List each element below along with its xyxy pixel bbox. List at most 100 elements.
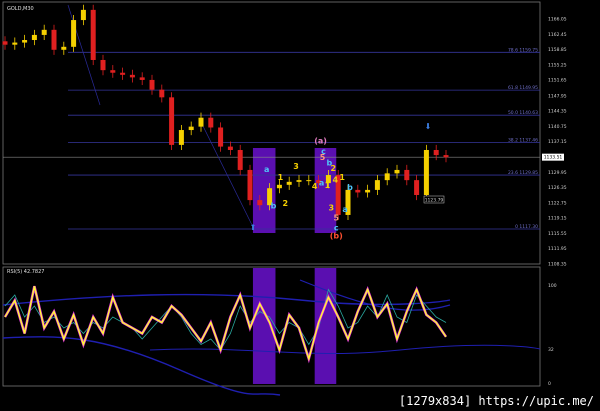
candle: [90, 9, 96, 60]
candle: [443, 155, 449, 158]
candle: [169, 97, 175, 145]
candle: [178, 130, 184, 145]
candle: [394, 169, 400, 174]
fib-label: 0 1117.30: [515, 224, 538, 230]
candle: [355, 189, 361, 193]
candle: [110, 70, 116, 73]
candle: [296, 180, 302, 182]
price-tick: 1126.35: [548, 185, 567, 191]
rsi-highlight-zones: [252, 268, 337, 384]
wave-label: 1: [278, 173, 284, 182]
rsi-tick-32: 32: [548, 347, 554, 353]
price-tick: 1108.35: [548, 262, 567, 268]
wave-label: 5: [320, 153, 326, 162]
arrow-down-icon: ⬇: [425, 122, 432, 131]
wave-label: 4: [312, 182, 318, 191]
rsi-line: [4, 286, 447, 362]
candle: [22, 40, 28, 43]
price-tick: 1166.05: [548, 17, 567, 23]
wave-label: 3: [293, 162, 299, 171]
candle: [335, 175, 341, 215]
highlight-zone: [252, 148, 276, 233]
candle: [208, 117, 214, 128]
price-tick: 1119.15: [548, 216, 567, 222]
candle: [257, 200, 263, 206]
candle: [433, 149, 439, 156]
wave-label: 1: [339, 173, 345, 182]
candle: [120, 72, 126, 75]
wave-label: 2: [282, 199, 288, 208]
candle: [227, 146, 233, 150]
price-tick: 1140.75: [548, 124, 567, 130]
candle: [100, 59, 106, 71]
rsi-title: RSI(5) 42.7827: [7, 269, 44, 275]
candle: [51, 29, 57, 50]
rsi-lines: [3, 285, 448, 364]
candle: [159, 89, 165, 98]
price-tick: 1162.45: [548, 32, 567, 38]
candle: [286, 181, 292, 185]
trend-line: [199, 119, 254, 228]
price-axis: 1166.05 1162.45 1158.85 1155.25 1151.65 1147.…: [548, 17, 567, 268]
wave-label: a: [319, 179, 324, 188]
price-panel-frame: [2, 1, 541, 265]
rsi-panel: RSI(5) 42.7827 100 32 0: [2, 266, 557, 396]
candle: [316, 180, 322, 184]
wave-label: b: [347, 183, 353, 192]
price-tick: 1122.75: [548, 200, 567, 206]
fib-label: 50.0 1140.63: [508, 110, 538, 116]
candle: [198, 117, 204, 127]
candle: [267, 188, 273, 206]
price-panel: 78.6 1159.75 61.8 1149.95 50.0 1140.63 38.2…: [2, 1, 567, 268]
candle: [71, 20, 77, 47]
candle: [325, 175, 331, 184]
candle: [31, 34, 37, 41]
current-price-label: 1133.51: [544, 155, 563, 161]
fib-label: 23.6 1129.85: [508, 170, 538, 176]
candle: [345, 189, 351, 215]
wave-label: 4: [332, 176, 338, 185]
wave-label: c: [334, 224, 339, 233]
fib-label: 61.8 1149.95: [508, 85, 538, 91]
candles: [2, 4, 449, 221]
price-tick: 1147.95: [548, 93, 567, 99]
current-price-box: 1133.51: [542, 153, 564, 161]
price-tick: 1137.15: [548, 139, 567, 145]
candle: [374, 180, 380, 190]
candle: [423, 149, 429, 196]
price-tick: 1111.95: [548, 246, 567, 252]
price-tick: 1151.65: [548, 78, 567, 84]
wave-label: 1: [325, 181, 331, 190]
wave-label: (b): [330, 232, 343, 241]
price-tick: 1144.35: [548, 109, 567, 115]
fib-label: 38.2 1137.46: [508, 137, 538, 143]
candle: [414, 180, 420, 196]
price-label: 1123.79: [425, 198, 444, 204]
wave-label: b: [327, 159, 333, 168]
candle: [2, 41, 8, 45]
candle: [80, 9, 86, 21]
candle: [149, 79, 155, 90]
highlight-zones: [252, 148, 337, 233]
rsi-band: [299, 279, 451, 311]
price-tick: 1158.85: [548, 47, 567, 53]
rsi-panel-frame: [2, 266, 541, 387]
candle: [61, 46, 67, 50]
rsi-lower-band: [2, 336, 281, 396]
candle: [12, 42, 18, 45]
rsi-tick-100: 100: [548, 283, 557, 289]
candle: [139, 77, 145, 80]
rsi-tick-0: 0: [548, 381, 551, 387]
candle: [237, 149, 243, 170]
wave-label: a: [264, 165, 269, 174]
price-tick: 1155.25: [548, 62, 567, 68]
fib-label: 78.6 1159.75: [508, 47, 538, 53]
wave-label: c: [321, 147, 326, 156]
chart-title: GOLD,M30: [7, 6, 34, 12]
rsi-level-line: [149, 344, 541, 355]
wave-label: (a): [314, 137, 327, 146]
wave-label: 5: [333, 213, 339, 222]
highlight-zone: [314, 148, 337, 233]
